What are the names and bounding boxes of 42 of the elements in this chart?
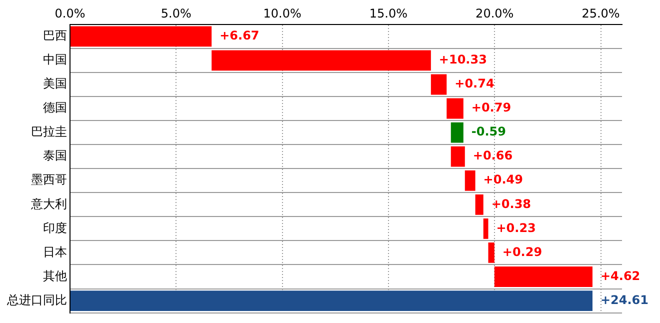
y-tick-label: 意大利 [30, 196, 67, 211]
data-label: +4.62 [600, 268, 640, 283]
data-label: +0.74 [454, 76, 494, 91]
data-label: +0.66 [472, 148, 513, 163]
y-tick-label: 其他 [43, 268, 67, 283]
y-tick-label: 中国 [43, 52, 67, 67]
data-label: +6.67 [220, 28, 260, 43]
y-tick-label: 墨西哥 [31, 172, 67, 187]
bar [475, 194, 484, 215]
y-tick-label: 美国 [43, 76, 67, 91]
bar [464, 170, 476, 191]
x-tick-label: 10.0% [263, 6, 302, 20]
bar [494, 266, 592, 287]
data-label: -0.59 [471, 124, 506, 139]
y-tick-label: 印度 [43, 220, 67, 235]
x-tick-label: 20.0% [476, 6, 514, 20]
y-tick-label: 总进口同比 [6, 292, 67, 307]
x-tick-label: 25.0% [582, 6, 620, 20]
y-tick-label: 巴拉圭 [31, 124, 67, 139]
data-label: +0.38 [491, 196, 532, 211]
bar [430, 74, 447, 95]
y-tick-label: 日本 [43, 244, 67, 259]
bar [450, 122, 464, 143]
bar [450, 146, 465, 167]
y-tick-label: 巴西 [43, 28, 67, 43]
x-tick-label: 15.0% [369, 6, 408, 20]
bar [483, 218, 488, 239]
data-label: +10.33 [438, 52, 487, 67]
bar [212, 50, 431, 71]
bar [446, 98, 464, 119]
data-label: +0.29 [502, 244, 542, 259]
data-label: +24.61 [600, 292, 649, 307]
y-tick-label: 泰国 [43, 148, 67, 163]
bar [70, 26, 212, 47]
y-tick-label: 德国 [43, 100, 67, 115]
data-label: +0.79 [471, 100, 512, 115]
bar [70, 290, 592, 311]
data-label: +0.23 [496, 220, 536, 235]
x-tick-label: 0.0% [54, 6, 86, 20]
bar [488, 242, 494, 263]
x-tick-label: 5.0% [160, 6, 192, 20]
data-label: +0.49 [483, 172, 523, 187]
